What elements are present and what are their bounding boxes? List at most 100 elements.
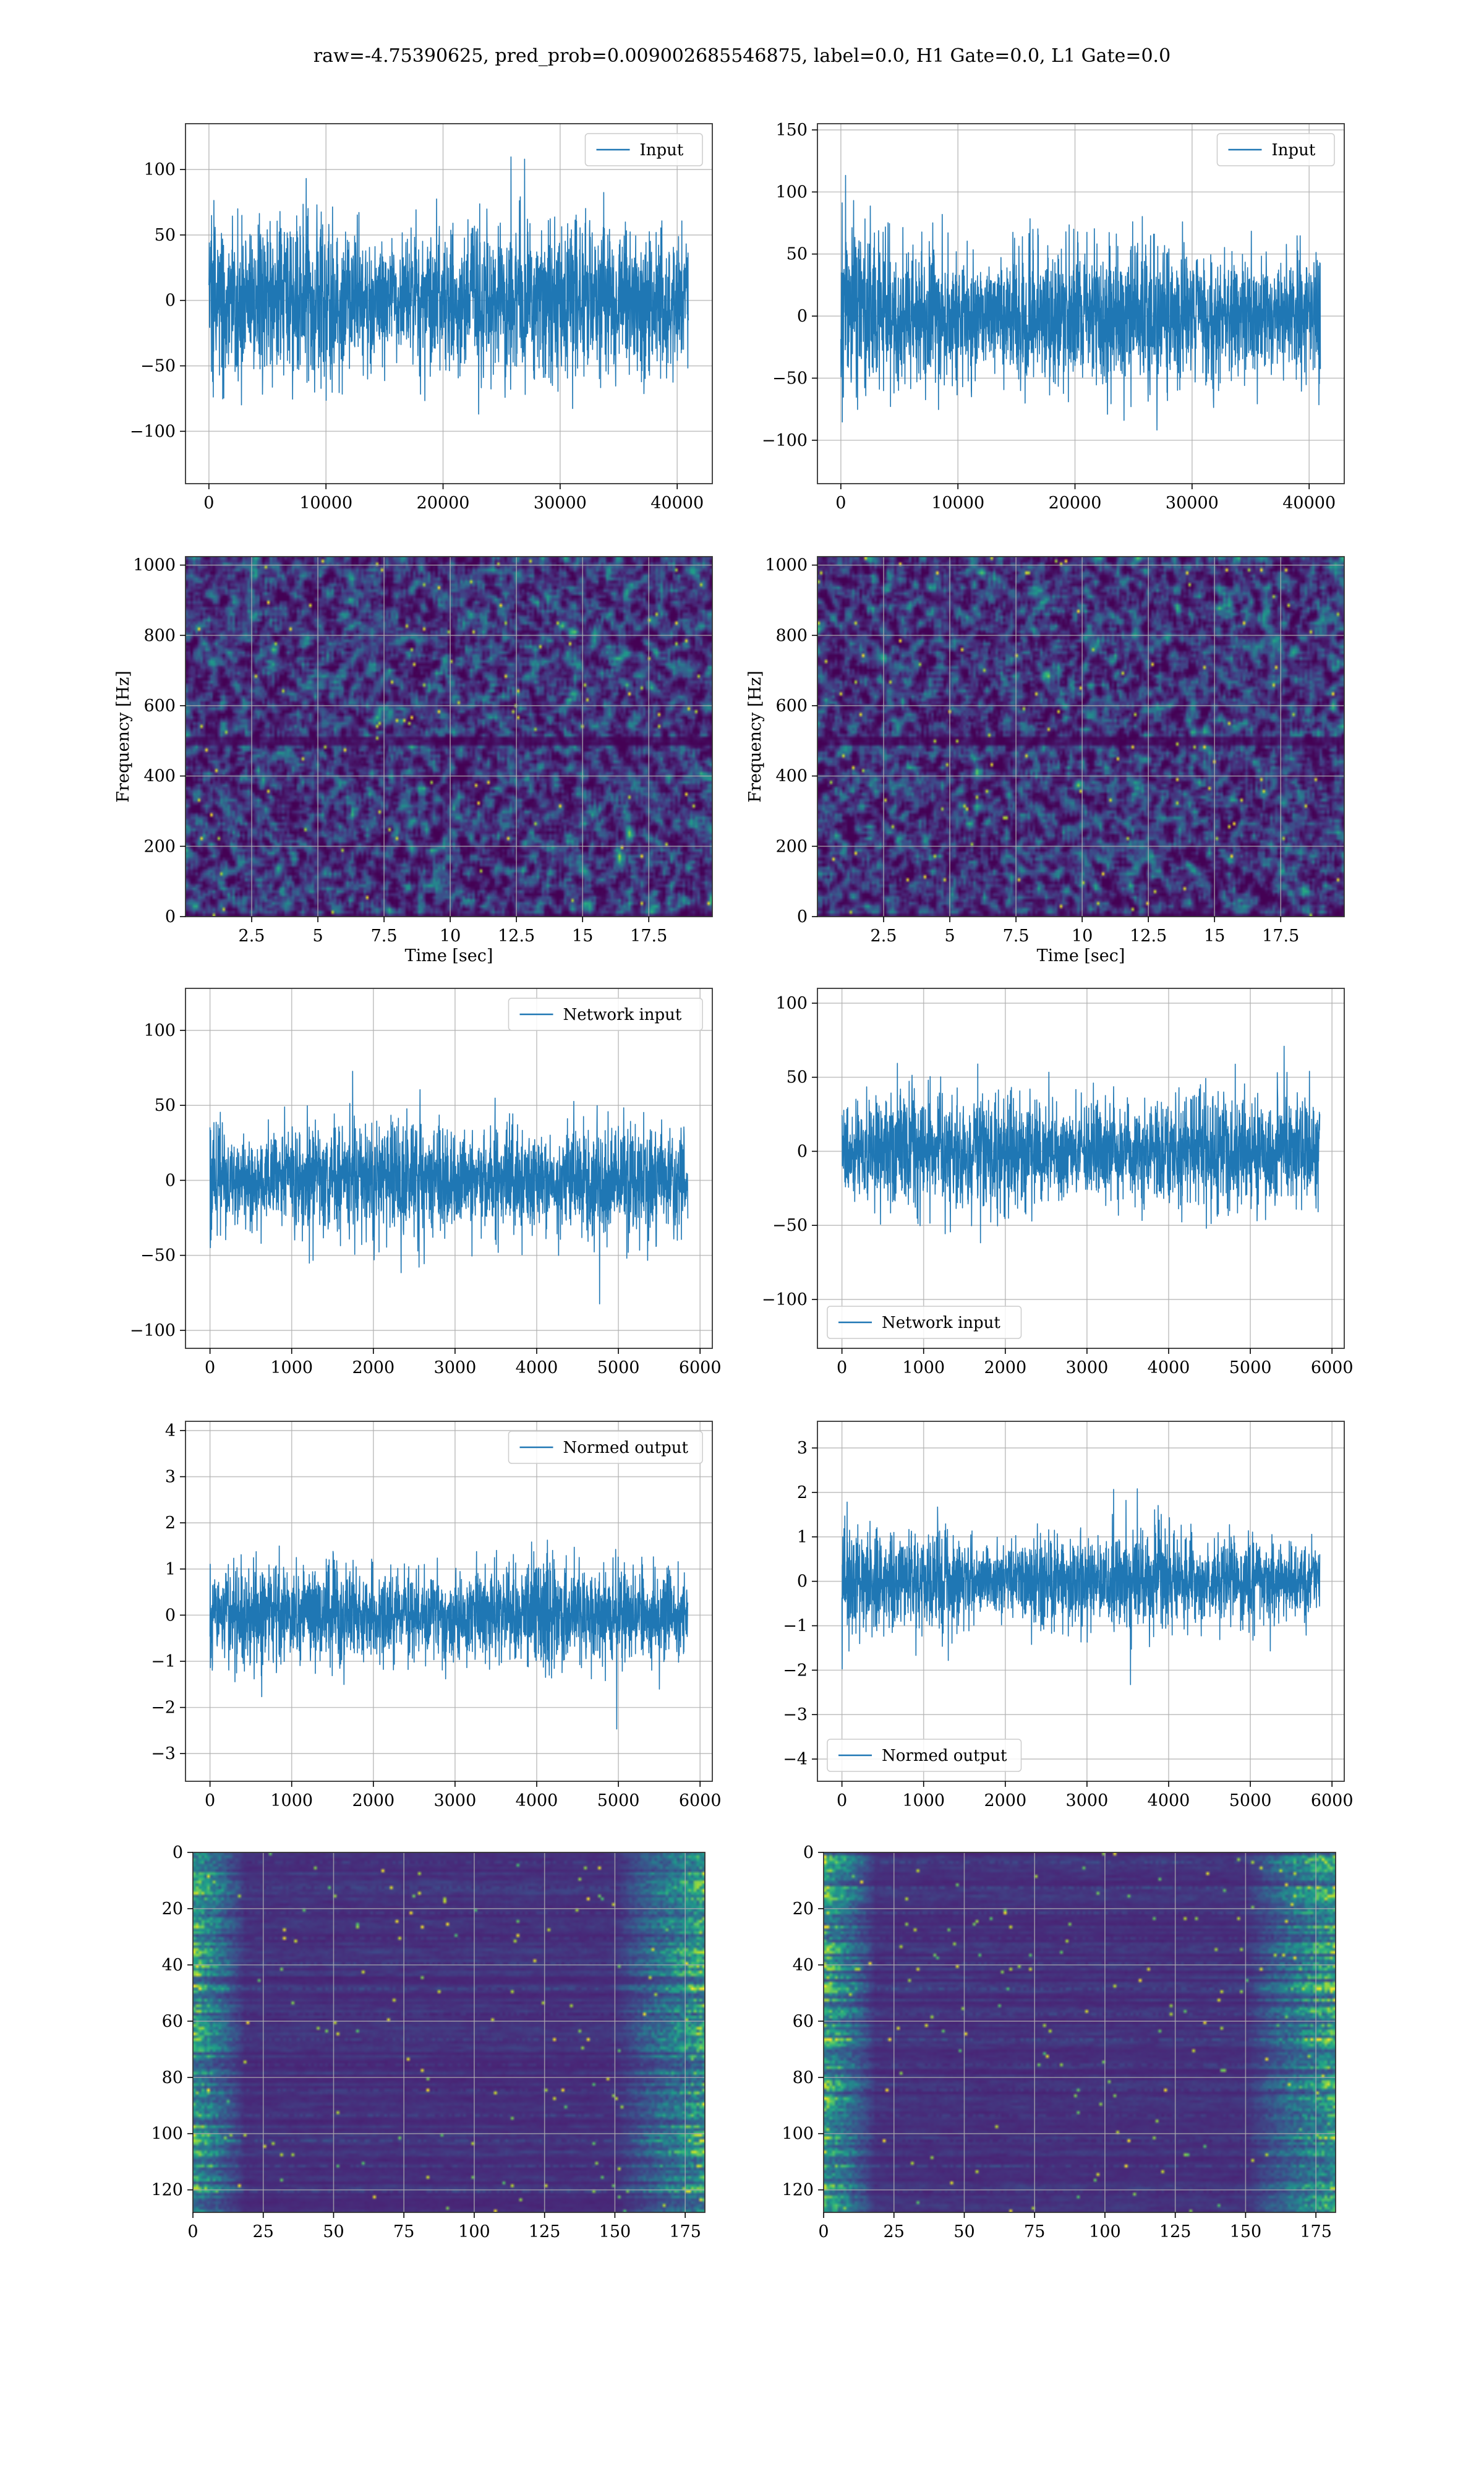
- normed-output-h1-series-line: [209, 1539, 689, 1730]
- feature-map-h1-ytick-label-3: 60: [162, 2012, 183, 2031]
- network-input-l1-xtick-label-6: 6000: [1311, 1358, 1354, 1377]
- spectrogram-h1-ytick-label-4: 800: [143, 626, 176, 645]
- network-input-l1-legend-label: Network input: [882, 1314, 1000, 1332]
- feature-map-l1-ytick-label-4: 80: [793, 2068, 814, 2087]
- spectrogram-h1-panel: 2.5 5 7.5 10 12.5 15 17.5 0 200 400 600 800 1000 Time…: [114, 556, 713, 965]
- feature-map-h1-xtick-label-5: 125: [529, 2222, 561, 2241]
- spectrogram-l1-ylabel: Frequency [Hz]: [746, 670, 765, 802]
- spectrogram-l1-xtick-label-3: 10: [1072, 927, 1093, 946]
- spectrogram-l1-ytick-label-5: 1000: [765, 556, 808, 575]
- spectrogram-l1-ytick-label-0: 0: [797, 907, 808, 927]
- input-l1-xtick-label-3: 30000: [1166, 494, 1219, 513]
- normed-output-h1-ytick-label-6: 3: [165, 1468, 176, 1487]
- feature-map-l1-xtick-label-1: 25: [884, 2222, 905, 2241]
- network-input-h1-ytick-label-2: 0: [165, 1171, 176, 1190]
- input-h1-xtick-label-4: 40000: [650, 494, 704, 513]
- spectrogram-l1-ytick-label-2: 400: [775, 767, 808, 786]
- normed-output-h1-ytick-label-7: 4: [165, 1421, 176, 1440]
- normed-output-l1-ytick-label-0: −4: [783, 1750, 808, 1769]
- input-l1-ytick-label-1: −50: [772, 369, 808, 388]
- figure-title: raw=-4.75390625, pred_prob=0.00900268554…: [313, 45, 1171, 67]
- normed-output-l1-ytick-label-5: 1: [797, 1528, 808, 1547]
- feature-map-l1-xtick-label-0: 0: [818, 2222, 829, 2241]
- feature-map-l1-heatmap-image: [824, 1852, 1336, 2212]
- input-l1-xtick-label-1: 10000: [931, 494, 984, 513]
- network-input-l1-ytick-label-4: 100: [775, 994, 808, 1013]
- feature-map-l1-panel: 0 25 50 75 100 125 150 175 0 20 40 60 80 100 120: [782, 1843, 1336, 2241]
- network-input-h1-series-line: [209, 1071, 689, 1304]
- normed-output-l1-ytick-label-6: 2: [797, 1483, 808, 1502]
- spectrogram-h1-xtick-label-0: 2.5: [239, 927, 265, 946]
- normed-output-l1-xtick-label-3: 3000: [1066, 1791, 1109, 1810]
- input-l1-legend: Input: [1216, 133, 1335, 166]
- spectrogram-l1-heatmap-image: [817, 557, 1344, 917]
- spectrogram-h1-ytick-label-3: 600: [143, 696, 176, 716]
- spectrogram-l1-ytick-label-3: 600: [775, 696, 808, 716]
- panels: 0 10000 20000 30000 40000−100−50050100Input0…: [114, 121, 1354, 2241]
- input-h1-xtick-label-0: 0: [203, 494, 214, 513]
- spectrogram-l1-ytick-label-1: 200: [775, 837, 808, 856]
- normed-output-h1-ytick-label-0: −3: [151, 1744, 176, 1763]
- spectrogram-l1-ytick-label-4: 800: [775, 626, 808, 645]
- spectrogram-h1-xtick-label-1: 5: [312, 927, 323, 946]
- network-input-l1-xtick-label-3: 3000: [1066, 1358, 1109, 1377]
- normed-output-l1-legend-label: Normed output: [882, 1747, 1007, 1765]
- feature-map-h1-ytick-label-2: 40: [162, 1956, 183, 1975]
- input-h1-frame: [185, 123, 713, 484]
- input-l1-ytick-label-2: 0: [797, 307, 808, 326]
- network-input-l1-xtick-label-1: 1000: [902, 1358, 945, 1377]
- spectrogram-h1-xtick-label-6: 17.5: [630, 927, 667, 946]
- network-input-h1-legend-label: Network input: [563, 1006, 682, 1024]
- network-input-h1-xtick-label-4: 4000: [516, 1358, 558, 1377]
- network-input-l1-legend-box: [827, 1306, 1022, 1339]
- network-input-h1-xtick-label-5: 5000: [597, 1358, 640, 1377]
- feature-map-l1-ytick-label-1: 20: [793, 1899, 814, 1919]
- input-h1-series-line: [208, 156, 689, 415]
- feature-map-l1-ytick-label-5: 100: [782, 2125, 814, 2144]
- spectrogram-h1-ylabel: Frequency [Hz]: [114, 670, 133, 802]
- input-l1-frame: [817, 123, 1345, 484]
- spectrogram-h1-ytick-label-0: 0: [165, 907, 176, 927]
- feature-map-l1-ytick-label-6: 120: [782, 2181, 814, 2200]
- normed-output-l1-xtick-label-5: 5000: [1229, 1791, 1272, 1810]
- network-input-l1-frame: [817, 988, 1345, 1349]
- normed-output-l1-legend: Normed output: [827, 1739, 1022, 1772]
- normed-output-h1-xtick-label-4: 4000: [516, 1791, 558, 1810]
- network-input-h1-xtick-label-0: 0: [205, 1358, 215, 1377]
- network-input-l1-panel: 0 1000 2000 3000 4000 5000 6000 −100 −50 0 50 100 Ne…: [762, 988, 1354, 1377]
- network-input-h1-ytick-label-3: 50: [155, 1096, 176, 1115]
- network-input-h1-ytick-label-4: 100: [143, 1021, 176, 1040]
- network-input-l1-ytick-label-0: −100: [762, 1290, 808, 1309]
- input-l1-ytick-label-5: 150: [775, 121, 808, 140]
- feature-map-h1-frame: [192, 1852, 706, 2213]
- feature-map-h1-xtick-label-2: 50: [323, 2222, 344, 2241]
- spectrogram-h1-frame: [185, 556, 713, 917]
- normed-output-h1-legend-box: [508, 1431, 703, 1464]
- feature-map-h1-ytick-label-1: 20: [162, 1899, 183, 1919]
- feature-map-h1-ytick-label-6: 120: [151, 2181, 183, 2200]
- normed-output-h1-xtick-label-5: 5000: [597, 1791, 640, 1810]
- spectrogram-h1-xtick-label-3: 10: [440, 927, 461, 946]
- feature-map-l1-ytick-label-0: 0: [803, 1843, 814, 1862]
- input-h1-xtick-label-2: 20000: [417, 494, 470, 513]
- input-l1-panel: 0 10000 20000 30000 40000 −100 −50 0 50 100 150 Inp…: [762, 121, 1345, 513]
- input-h1-ytick-label-4: 100: [143, 160, 176, 179]
- input-h1-ytick-label-0: −100: [130, 422, 176, 441]
- feature-map-h1-ytick-label-0: 0: [173, 1843, 183, 1862]
- network-input-h1-frame: [185, 988, 713, 1349]
- network-input-l1-xtick-label-4: 4000: [1148, 1358, 1190, 1377]
- feature-map-h1-xtick-label-1: 25: [253, 2222, 274, 2241]
- network-input-h1-xtick-label-6: 6000: [679, 1358, 722, 1377]
- spectrogram-l1-xtick-label-5: 15: [1204, 927, 1225, 946]
- input-l1-ytick-label-4: 100: [775, 182, 808, 202]
- input-h1-panel: 0 10000 20000 30000 40000 −100 −50 0 50 100 Input: [130, 123, 713, 513]
- spectrogram-h1-ytick-label-1: 200: [143, 837, 176, 856]
- normed-output-h1-xtick-label-3: 3000: [434, 1791, 477, 1810]
- feature-map-h1-xtick-label-3: 75: [393, 2222, 414, 2241]
- normed-output-l1-frame: [817, 1421, 1345, 1782]
- normed-output-l1-xtick-label-0: 0: [837, 1791, 847, 1810]
- network-input-l1-xtick-label-0: 0: [837, 1358, 847, 1377]
- normed-output-h1-ytick-label-3: 0: [165, 1606, 176, 1625]
- network-input-l1-ytick-label-1: −50: [772, 1216, 808, 1235]
